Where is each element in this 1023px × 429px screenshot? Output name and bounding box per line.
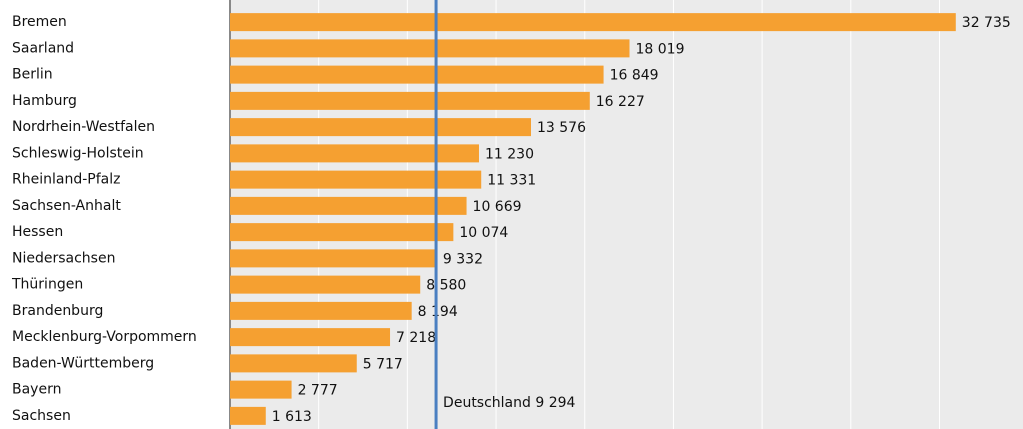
bar: [230, 196, 467, 215]
value-label: 8 194: [418, 304, 458, 320]
bar: [230, 406, 266, 425]
bar: [230, 170, 482, 189]
value-label: 13 576: [537, 120, 586, 136]
bar: [230, 13, 956, 32]
category-label: Sachsen: [12, 408, 71, 424]
bar: [230, 275, 421, 294]
value-label: 8 580: [426, 278, 466, 294]
category-label: Brandenburg: [12, 303, 103, 319]
bar: [230, 91, 590, 110]
bar: [230, 249, 437, 268]
value-label: 18 019: [636, 41, 685, 57]
value-label: 7 218: [396, 330, 436, 346]
value-label: 9 332: [443, 251, 483, 267]
category-label: Bayern: [12, 382, 61, 398]
value-label: 16 227: [596, 94, 645, 110]
value-label: 5 717: [363, 356, 403, 372]
category-label: Hessen: [12, 224, 63, 240]
bar: [230, 380, 292, 399]
bar: [230, 301, 412, 320]
bar: [230, 65, 604, 84]
category-label: Nordrhein-Westfalen: [12, 119, 155, 135]
value-label: 16 849: [610, 68, 659, 84]
category-label: Bremen: [12, 14, 67, 30]
category-label: Saarland: [12, 40, 74, 56]
category-label: Schleswig-Holstein: [12, 145, 144, 161]
value-label: 1 613: [272, 409, 312, 425]
bar: [230, 328, 391, 347]
bar: [230, 144, 479, 163]
bar: [230, 223, 454, 242]
category-label: Mecklenburg-Vorpommern: [12, 329, 197, 345]
reference-label: Deutschland 9 294: [443, 395, 575, 411]
category-label: Berlin: [12, 67, 53, 83]
bar: [230, 118, 531, 137]
category-label: Niedersachsen: [12, 250, 115, 266]
value-label: 11 331: [487, 173, 536, 189]
value-label: 11 230: [485, 146, 534, 162]
category-label: Sachsen-Anhalt: [12, 198, 121, 214]
category-label: Rheinland-Pfalz: [12, 172, 120, 188]
bar: [230, 39, 630, 58]
category-label: Baden-Württemberg: [12, 355, 154, 371]
value-label: 10 074: [459, 225, 508, 241]
bar: [230, 354, 357, 373]
value-label: 2 777: [298, 383, 338, 399]
category-label: Hamburg: [12, 93, 77, 109]
category-label: Thüringen: [11, 277, 83, 293]
value-label: 32 735: [962, 15, 1011, 31]
value-label: 10 669: [473, 199, 522, 215]
